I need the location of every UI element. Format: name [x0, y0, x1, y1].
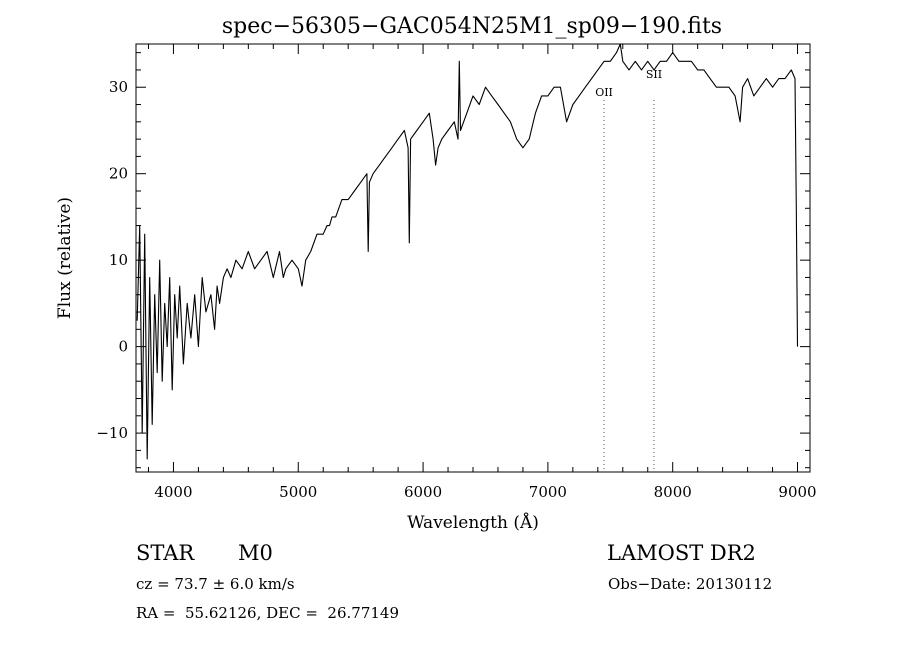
y-tick-label: 20 — [109, 165, 128, 183]
annotation-label: SII — [646, 68, 662, 81]
redshift-cz: cz = 73.7 ± 6.0 km/s — [136, 575, 295, 593]
x-tick-label: 4000 — [154, 483, 192, 501]
x-tick-label: 9000 — [778, 483, 816, 501]
x-axis-label: Wavelength (Å) — [407, 512, 539, 533]
y-tick-label: 30 — [109, 78, 128, 96]
survey-name: LAMOST DR2 — [607, 541, 756, 565]
line-annotations: OII SII — [595, 68, 662, 472]
annotation-label: OII — [595, 86, 613, 99]
x-tick-label: 8000 — [654, 483, 692, 501]
x-tick-label: 5000 — [279, 483, 317, 501]
y-tick-label: 0 — [118, 338, 128, 356]
obs-date: Obs−Date: 20130112 — [608, 575, 773, 593]
axis-ticks: 4000 5000 6000 7000 8000 9000 −10 0 10 20 30 — [96, 44, 817, 501]
y-tick-label: −10 — [96, 424, 128, 442]
object-subclass: M0 — [238, 541, 273, 565]
object-class: STAR — [136, 541, 195, 565]
y-tick-label: 10 — [109, 251, 128, 269]
x-tick-label: 6000 — [404, 483, 442, 501]
chart-title: spec−56305−GAC054N25M1_sp09−190.fits — [222, 14, 722, 39]
x-tick-label: 7000 — [529, 483, 567, 501]
plot-frame — [135, 43, 811, 473]
spectrum-line — [136, 43, 799, 460]
coordinates: RA = 55.62126, DEC = 26.77149 — [136, 604, 400, 622]
y-axis-label: Flux (relative) — [55, 197, 75, 319]
